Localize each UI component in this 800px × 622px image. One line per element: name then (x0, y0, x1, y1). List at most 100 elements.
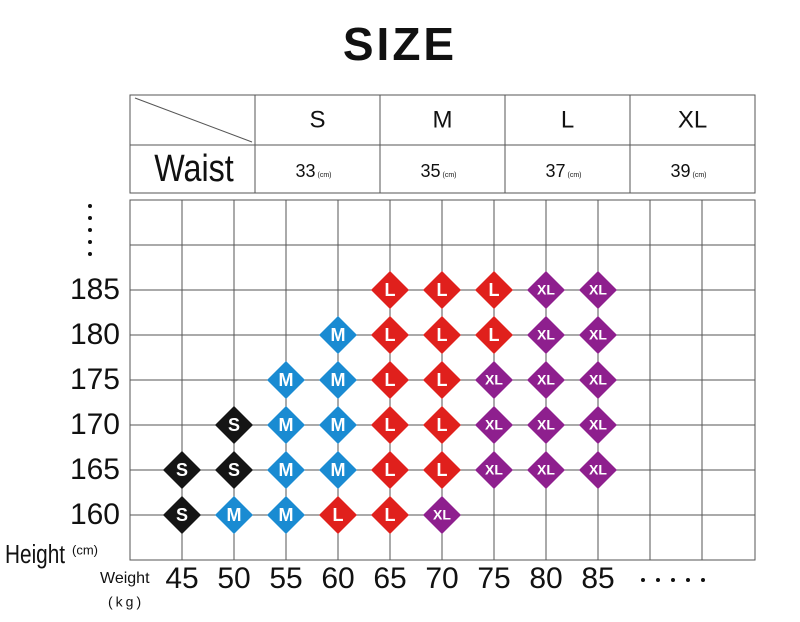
size-label: M (279, 460, 294, 480)
size-diamond (371, 271, 409, 309)
size-diamond (475, 316, 513, 354)
size-label: L (437, 460, 448, 480)
size-diamond (475, 406, 513, 444)
title: SIZE (343, 18, 457, 70)
size-cell: M (267, 451, 305, 489)
size-diamond (423, 451, 461, 489)
size-cell: L (319, 496, 357, 534)
waist-unit: (cm) (693, 172, 707, 179)
size-label: S (228, 415, 240, 435)
size-label: L (385, 370, 396, 390)
size-cell: XL (475, 361, 513, 399)
size-label: L (437, 325, 448, 345)
size-diamond (579, 361, 617, 399)
size-diamond (423, 316, 461, 354)
size-cell: XL (579, 361, 617, 399)
size-diamond (371, 406, 409, 444)
size-cell: L (475, 316, 513, 354)
size-label: XL (589, 462, 607, 478)
size-cell: S (215, 406, 253, 444)
size-header: M (433, 106, 453, 133)
size-diamond (267, 361, 305, 399)
waist-value: 39 (670, 161, 690, 181)
size-diamond (527, 406, 565, 444)
weight-tick: 65 (373, 562, 406, 595)
size-label: L (489, 280, 500, 300)
size-label: L (385, 505, 396, 525)
waist-label: Waist (154, 148, 234, 190)
waist-unit: (cm) (443, 172, 457, 179)
size-header: XL (678, 106, 707, 133)
waist-value: 33 (295, 161, 315, 181)
size-label: M (331, 460, 346, 480)
size-diamond (319, 316, 357, 354)
height-label: Height (5, 540, 66, 569)
waist-unit: (cm) (318, 172, 332, 179)
size-diamond (423, 406, 461, 444)
size-label: S (228, 460, 240, 480)
size-label: XL (485, 417, 503, 433)
size-cell: M (319, 406, 357, 444)
size-label: S (176, 505, 188, 525)
size-label: M (279, 370, 294, 390)
size-label: XL (485, 462, 503, 478)
size-label: L (385, 460, 396, 480)
size-cell: L (423, 406, 461, 444)
waist-unit: (cm) (568, 172, 582, 179)
size-cell: M (319, 361, 357, 399)
size-diamond (163, 496, 201, 534)
size-cell: L (423, 451, 461, 489)
weight-label: Weight (100, 570, 150, 587)
size-label: M (279, 505, 294, 525)
size-label: L (385, 415, 396, 435)
horizontal-ellipsis (641, 578, 705, 582)
size-cell: XL (579, 451, 617, 489)
size-cell: S (215, 451, 253, 489)
size-diamond (475, 271, 513, 309)
size-label: L (489, 325, 500, 345)
size-cell: XL (579, 316, 617, 354)
size-cell: XL (527, 451, 565, 489)
size-cell: L (423, 316, 461, 354)
size-label: XL (537, 327, 555, 343)
size-cell: XL (527, 361, 565, 399)
size-label: M (279, 415, 294, 435)
size-cell: L (475, 271, 513, 309)
size-label: XL (537, 462, 555, 478)
size-cell: XL (475, 406, 513, 444)
size-label: L (385, 325, 396, 345)
size-cell: M (215, 496, 253, 534)
size-label: XL (433, 507, 451, 523)
size-label: XL (537, 417, 555, 433)
size-cell: S (163, 451, 201, 489)
size-diamond (423, 271, 461, 309)
size-diamond (579, 271, 617, 309)
size-diamond (475, 451, 513, 489)
height-unit: (cm) (72, 542, 98, 557)
size-label: L (437, 415, 448, 435)
size-diamond (579, 406, 617, 444)
size-diamond (215, 496, 253, 534)
size-label: L (385, 280, 396, 300)
vertical-ellipsis (88, 204, 92, 256)
size-diamond (215, 406, 253, 444)
size-diamond (527, 316, 565, 354)
size-cell: XL (527, 406, 565, 444)
size-label: M (331, 325, 346, 345)
size-diamond (319, 406, 357, 444)
size-diamond (423, 496, 461, 534)
size-cell: L (371, 271, 409, 309)
height-tick: 160 (70, 498, 120, 531)
size-label: S (176, 460, 188, 480)
size-label: XL (589, 417, 607, 433)
size-cell: L (371, 496, 409, 534)
size-header: S (309, 106, 325, 133)
size-diamond (371, 316, 409, 354)
size-diamond (527, 451, 565, 489)
size-cell: M (267, 361, 305, 399)
size-cell: L (371, 451, 409, 489)
size-label: XL (589, 282, 607, 298)
size-diamond (527, 361, 565, 399)
size-label: L (437, 280, 448, 300)
